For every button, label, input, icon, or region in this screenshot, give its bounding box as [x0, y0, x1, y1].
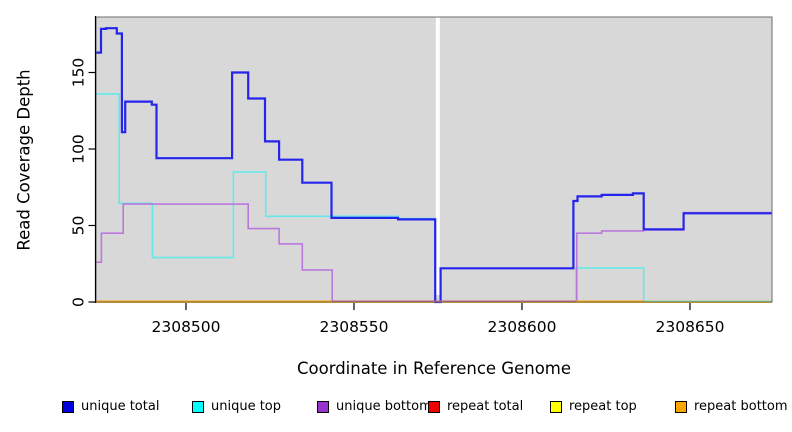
x-tick-label: 2308600 — [487, 318, 556, 336]
y-axis-title: Read Coverage Depth — [14, 69, 34, 251]
legend-swatch-unique-top — [192, 400, 204, 413]
y-tick-label: 150 — [70, 58, 88, 88]
y-tick-label: 0 — [70, 297, 88, 307]
y-tick-label: 50 — [70, 216, 88, 236]
coverage-plot: 2308500 2308550 2308600 2308650 0 50 100 150 — [70, 16, 773, 336]
legend-label: unique bottom — [336, 399, 432, 414]
legend-swatch-repeat-top — [550, 400, 562, 413]
legend-item-unique-top: unique top — [192, 399, 281, 414]
legend: unique total unique top unique bottom repea… — [0, 399, 792, 417]
legend-label: repeat total — [447, 399, 524, 414]
x-tick-label: 2308500 — [151, 318, 220, 336]
legend-swatch-unique-total — [62, 400, 74, 413]
legend-label: repeat top — [569, 399, 637, 414]
legend-item-repeat-bottom: repeat bottom — [675, 399, 788, 414]
legend-item-repeat-total: repeat total — [428, 399, 523, 414]
x-axis-title: Coordinate in Reference Genome — [296, 359, 572, 378]
legend-label: unique total — [81, 399, 160, 414]
series-unique-bottom — [96, 203, 772, 303]
legend-item-unique-total: unique total — [62, 399, 159, 414]
series-unique-total — [96, 27, 772, 304]
x-tick-label: 2308650 — [655, 318, 724, 336]
legend-item-repeat-top: repeat top — [550, 399, 637, 414]
legend-swatch-repeat-bottom — [675, 400, 687, 413]
legend-swatch-unique-bottom — [317, 400, 329, 413]
legend-label: unique top — [211, 399, 282, 414]
x-tick-label: 2308550 — [319, 318, 388, 336]
legend-swatch-repeat-total — [428, 400, 440, 413]
no-data-gap — [435, 16, 440, 295]
legend-item-unique-bottom: unique bottom — [317, 399, 432, 414]
plot-background — [96, 17, 772, 302]
y-tick-label: 100 — [70, 134, 88, 164]
legend-label: repeat bottom — [694, 399, 788, 414]
